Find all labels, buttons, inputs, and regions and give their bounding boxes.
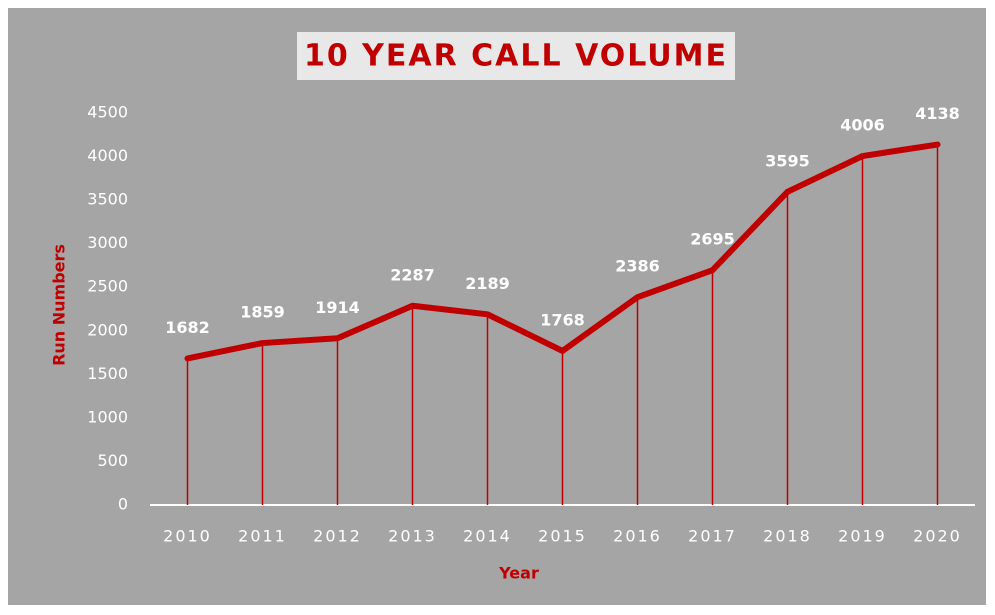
x-tick-label: 2020 <box>913 527 962 546</box>
y-tick-label: 0 <box>118 495 128 514</box>
y-tick-label: 500 <box>97 451 128 470</box>
y-tick-label: 1500 <box>87 364 128 383</box>
y-tick-label: 1000 <box>87 407 128 426</box>
data-label: 1768 <box>540 310 585 329</box>
data-label: 2695 <box>690 230 735 249</box>
data-label: 2287 <box>390 265 435 284</box>
data-label: 3595 <box>765 151 810 170</box>
data-label: 1859 <box>240 303 285 322</box>
y-tick-label: 4500 <box>87 103 128 122</box>
data-label: 1682 <box>165 318 210 337</box>
data-label: 2386 <box>615 257 660 276</box>
x-axis-label: Year <box>498 564 539 583</box>
data-label: 4138 <box>915 104 960 123</box>
x-tick-label: 2015 <box>538 527 587 546</box>
title-box <box>297 32 735 80</box>
data-label: 4006 <box>840 116 885 135</box>
x-tick-label: 2018 <box>763 527 812 546</box>
y-tick-label: 4000 <box>87 146 128 165</box>
y-tick-label: 3000 <box>87 233 128 252</box>
x-tick-label: 2017 <box>688 527 737 546</box>
y-tick-label: 2000 <box>87 320 128 339</box>
x-tick-label: 2012 <box>313 527 362 546</box>
x-tick-label: 2016 <box>613 527 662 546</box>
y-tick-label: 3500 <box>87 190 128 209</box>
plot-background <box>8 8 986 605</box>
data-label: 1914 <box>315 298 360 317</box>
data-line <box>184 141 941 362</box>
y-axis-label: Run Numbers <box>50 244 69 366</box>
x-tick-label: 2019 <box>838 527 887 546</box>
y-tick-label: 2500 <box>87 277 128 296</box>
chart-title: 10 YEAR CALL VOLUME <box>304 39 728 74</box>
x-tick-label: 2011 <box>238 527 287 546</box>
x-tick-label: 2014 <box>463 527 512 546</box>
data-label: 2189 <box>465 274 510 293</box>
x-tick-label: 2013 <box>388 527 437 546</box>
x-tick-label: 2010 <box>163 527 212 546</box>
